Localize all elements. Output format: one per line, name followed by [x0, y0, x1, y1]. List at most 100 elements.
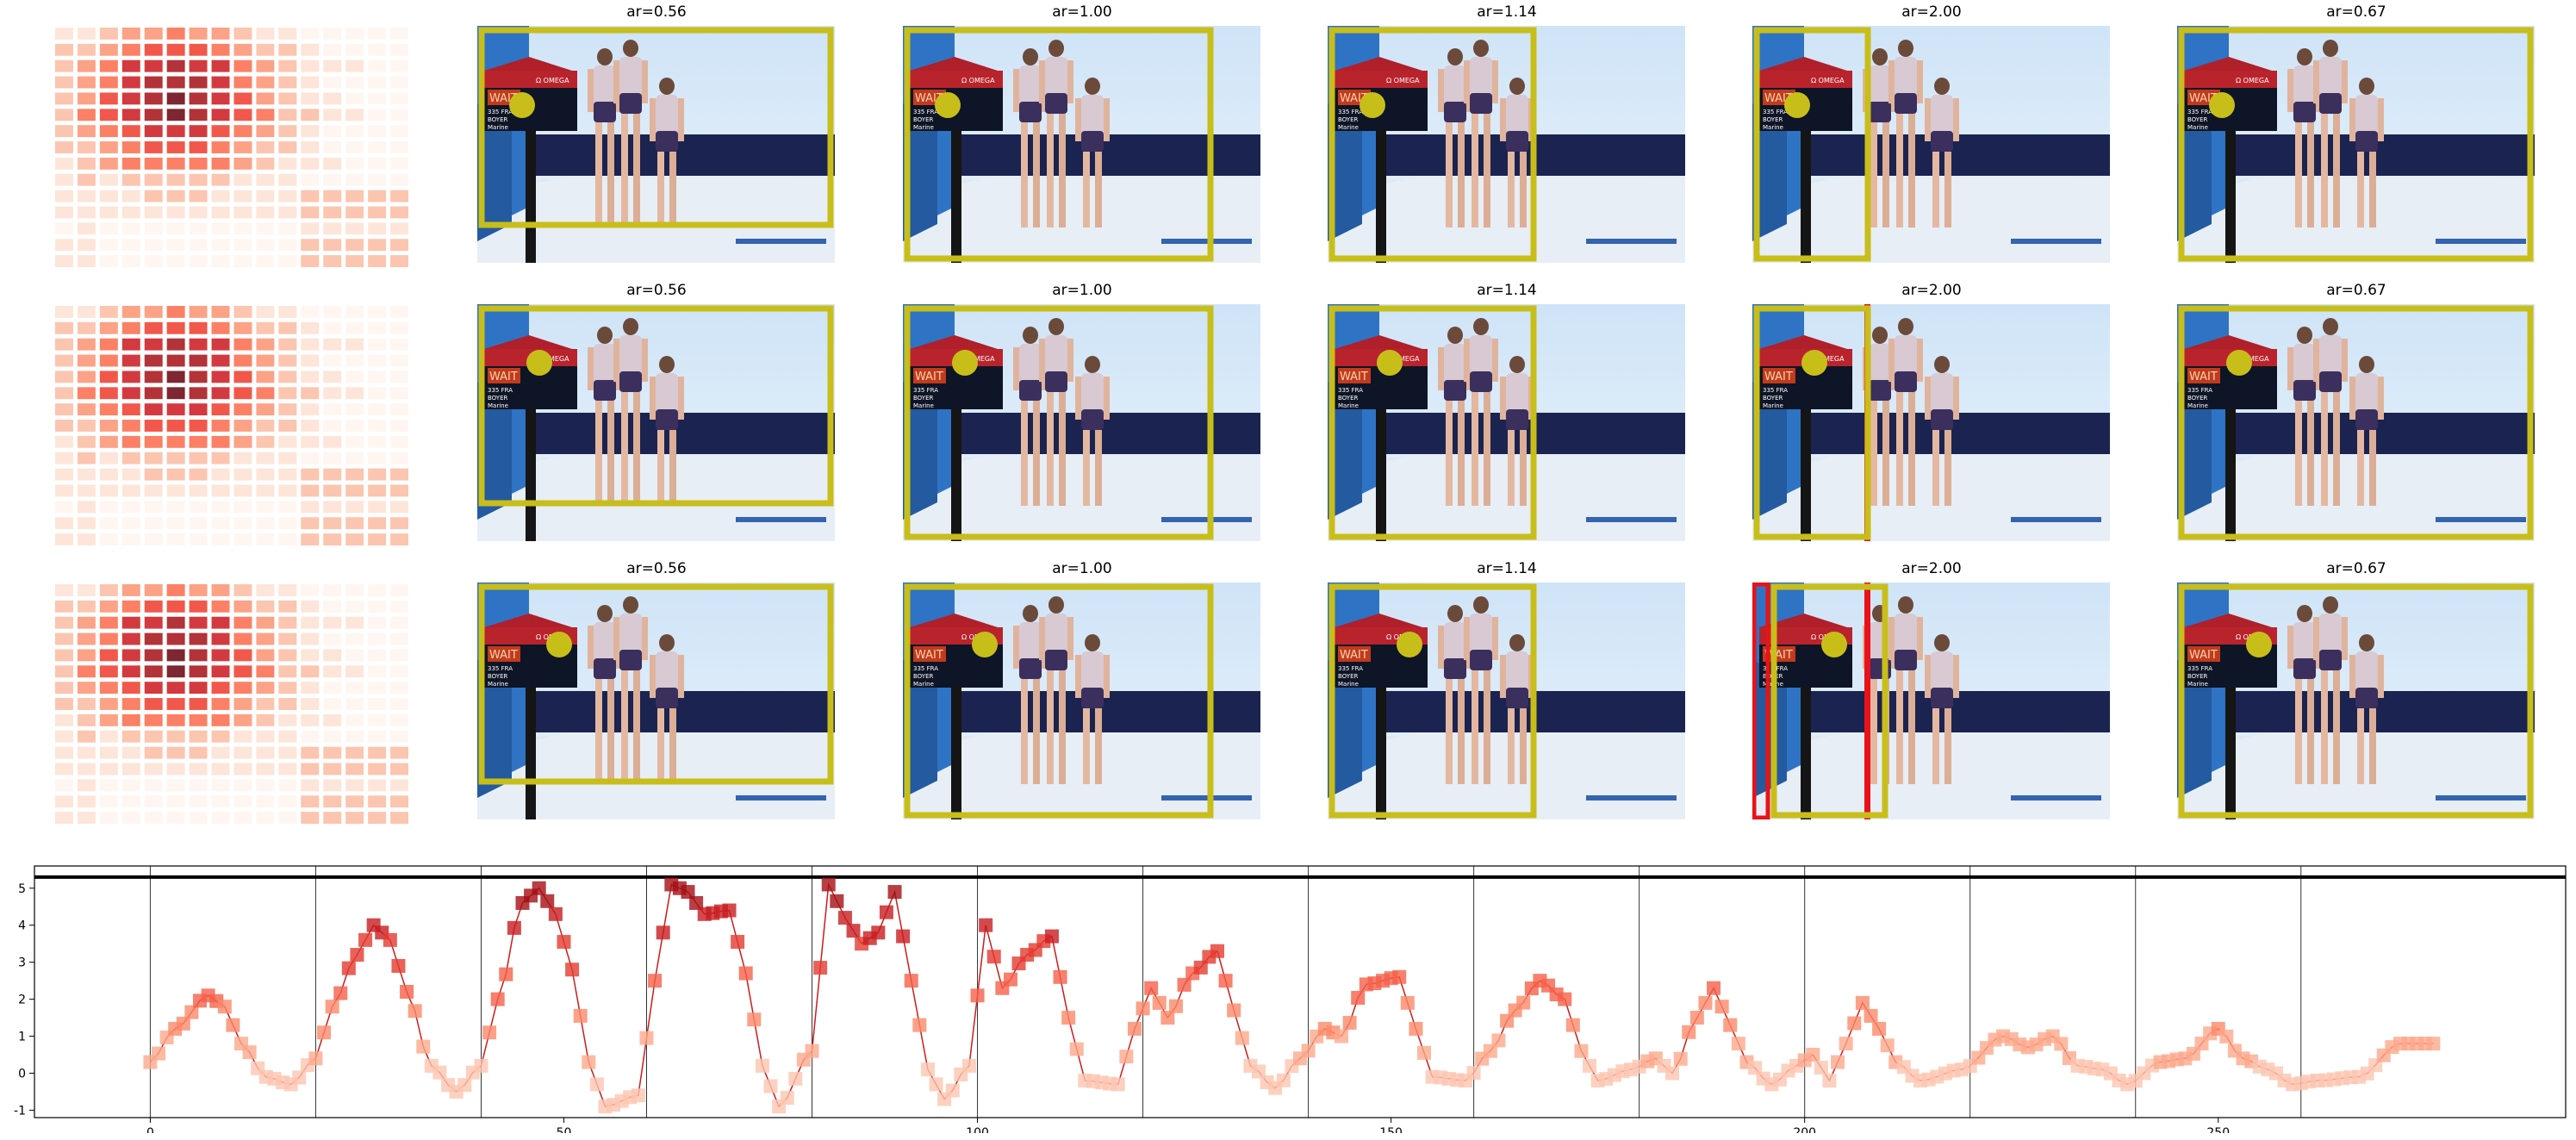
heatmap-cell — [301, 435, 320, 448]
heatmap-cell — [301, 649, 320, 662]
heatmap-cell — [189, 371, 208, 383]
heatmap-cell — [278, 730, 297, 743]
heatmap-cell — [301, 812, 320, 824]
heatmap-cell — [189, 76, 208, 89]
heatmap-cell — [301, 76, 320, 89]
series-point — [722, 903, 737, 918]
heatmap-cell — [301, 420, 320, 432]
series-point — [1806, 1048, 1820, 1062]
heatmap-cell — [55, 403, 73, 416]
heatmap-cell — [278, 76, 297, 89]
heatmap-cell — [144, 435, 163, 448]
heatmap-cell — [99, 92, 118, 105]
heatmap-cell — [211, 468, 230, 481]
heatmap-cell — [121, 222, 140, 235]
heatmap-cell — [345, 354, 364, 367]
heatmap-cell — [233, 501, 252, 514]
heatmap-cell — [390, 354, 408, 367]
heatmap-cell — [166, 682, 185, 695]
heatmap-cell — [323, 321, 342, 334]
heatmap-cell — [77, 190, 96, 202]
heatmap-cell — [323, 632, 342, 645]
svg-text:Ω OMEGA: Ω OMEGA — [961, 355, 995, 363]
heatmap-cell — [77, 698, 96, 710]
series-point — [1144, 981, 1159, 995]
heatmap-cell — [301, 763, 320, 776]
heatmap-cell — [77, 584, 96, 596]
heatmap-cell — [368, 795, 387, 808]
heatmap-cell — [121, 682, 140, 695]
heatmap-cell — [121, 354, 140, 367]
heatmap-cell — [368, 59, 387, 72]
heatmap-cell — [144, 403, 163, 416]
heatmap-cell — [345, 157, 364, 170]
heatmap-cell — [166, 517, 185, 530]
heatmap-cell — [345, 141, 364, 153]
svg-text:Ω OMEGA: Ω OMEGA — [961, 77, 995, 84]
heatmap-cell — [323, 812, 342, 824]
frame-ar-label: ar=1.14 — [1477, 3, 1537, 21]
heatmap-cell — [144, 468, 163, 481]
heatmap-cell — [301, 501, 320, 514]
series-point — [490, 992, 505, 1006]
heatmap-cell — [77, 109, 96, 121]
heatmap-cell — [189, 533, 208, 545]
series-point — [1748, 1061, 1763, 1075]
heatmap-cell — [345, 600, 364, 613]
heatmap-cell — [189, 484, 208, 497]
heatmap-cell — [121, 600, 140, 613]
heatmap-cell — [55, 420, 73, 432]
heatmap-cell — [233, 255, 252, 267]
heatmap-cell — [121, 173, 140, 186]
frame-ar-label: ar=0.56 — [626, 560, 687, 577]
heatmap-cell — [189, 125, 208, 138]
heatmap-cell — [323, 141, 342, 153]
heatmap-cell — [166, 533, 185, 545]
heatmap-cell — [144, 371, 163, 383]
heatmap-cell — [189, 321, 208, 334]
series-point — [813, 961, 828, 975]
heatmap-cell — [211, 763, 230, 776]
heatmap-cell — [211, 616, 230, 629]
heatmap-cell — [211, 190, 230, 202]
series-point — [929, 1077, 943, 1092]
svg-text:WAIT: WAIT — [915, 649, 943, 662]
series-point — [747, 1012, 762, 1027]
heatmap-cell — [99, 28, 118, 40]
heatmap-cell — [77, 403, 96, 416]
heatmap-cell — [144, 43, 163, 56]
heatmap-cell — [233, 698, 252, 710]
heatmap-cell — [368, 125, 387, 138]
heatmap-cell — [390, 92, 408, 105]
series-point — [1558, 992, 1572, 1006]
frame-ar-label: ar=2.00 — [1901, 560, 1962, 577]
heatmap-cell — [278, 779, 297, 792]
heatmap-cell — [278, 338, 297, 351]
svg-text:Marine: Marine — [2187, 681, 2208, 688]
heatmap-cell — [256, 239, 275, 252]
heatmap-cell — [323, 76, 342, 89]
heatmap-cell — [390, 600, 408, 613]
heatmap-cell — [121, 746, 140, 759]
heatmap-cell — [166, 468, 185, 481]
heatmap-cell — [77, 338, 96, 351]
series-point — [1218, 974, 1233, 988]
heatmap-cell — [121, 255, 140, 267]
svg-text:335 FRA: 335 FRA — [1338, 109, 1363, 115]
heatmap-cell — [99, 43, 118, 56]
heatmap-cell — [99, 239, 118, 252]
svg-text:BOYER: BOYER — [1338, 395, 1359, 402]
heatmap-cell — [233, 600, 252, 613]
heatmap-cell — [278, 125, 297, 138]
series-point — [1665, 1066, 1680, 1081]
heatmap-cell — [144, 517, 163, 530]
svg-text:Ω OMEGA: Ω OMEGA — [1811, 355, 1845, 363]
series-point — [1872, 1021, 1887, 1036]
crop-box — [478, 27, 834, 228]
heatmap-cell — [345, 746, 364, 759]
heatmap-cell — [189, 616, 208, 629]
heatmap-cell — [301, 468, 320, 481]
heatmap-cell — [368, 501, 387, 514]
heatmap-cell — [166, 812, 185, 824]
heatmap-cell — [256, 484, 275, 497]
